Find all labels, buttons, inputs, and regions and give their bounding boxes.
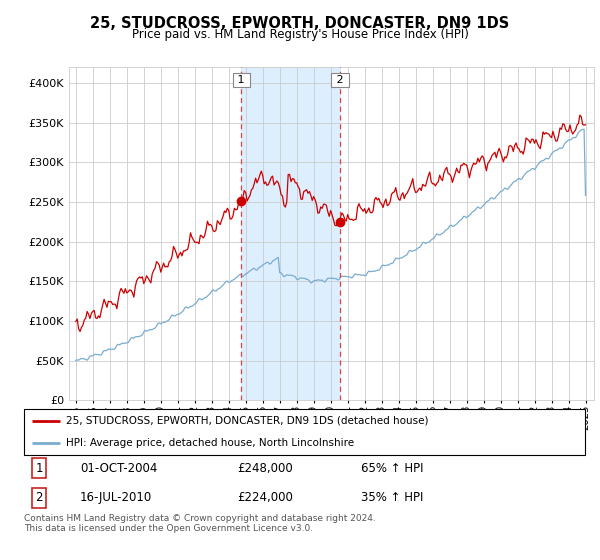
Text: 65% ↑ HPI: 65% ↑ HPI xyxy=(361,461,423,475)
Text: 2: 2 xyxy=(333,75,347,85)
Text: 01-OCT-2004: 01-OCT-2004 xyxy=(80,461,157,475)
Text: 16-JUL-2010: 16-JUL-2010 xyxy=(80,491,152,505)
Text: Contains HM Land Registry data © Crown copyright and database right 2024.
This d: Contains HM Land Registry data © Crown c… xyxy=(24,514,376,534)
Text: Price paid vs. HM Land Registry's House Price Index (HPI): Price paid vs. HM Land Registry's House … xyxy=(131,28,469,41)
Text: 1: 1 xyxy=(35,461,43,475)
Text: 25, STUDCROSS, EPWORTH, DONCASTER, DN9 1DS: 25, STUDCROSS, EPWORTH, DONCASTER, DN9 1… xyxy=(91,16,509,31)
Text: £224,000: £224,000 xyxy=(237,491,293,505)
FancyBboxPatch shape xyxy=(24,409,585,455)
Text: 1: 1 xyxy=(235,75,248,85)
Bar xyxy=(241,67,340,400)
Text: HPI: Average price, detached house, North Lincolnshire: HPI: Average price, detached house, Nort… xyxy=(66,438,354,448)
Text: 2: 2 xyxy=(35,491,43,505)
Text: £248,000: £248,000 xyxy=(237,461,293,475)
Text: 25, STUDCROSS, EPWORTH, DONCASTER, DN9 1DS (detached house): 25, STUDCROSS, EPWORTH, DONCASTER, DN9 1… xyxy=(66,416,428,426)
Text: 35% ↑ HPI: 35% ↑ HPI xyxy=(361,491,423,505)
